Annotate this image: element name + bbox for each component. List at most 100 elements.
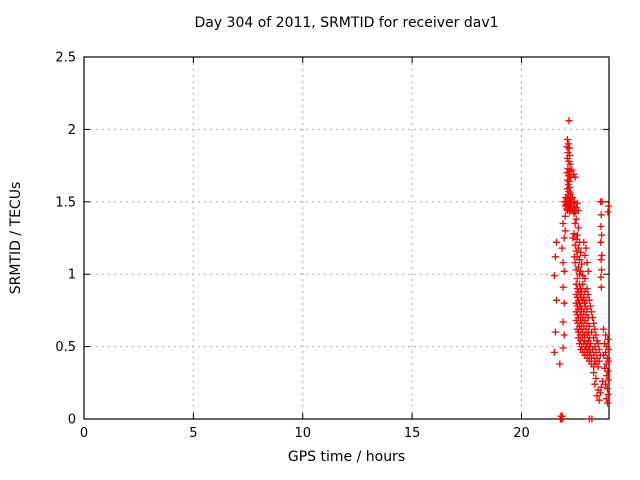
data-point-marker (602, 331, 610, 339)
data-point-marker (560, 331, 568, 339)
data-point-marker (604, 399, 611, 407)
data-point-marker (598, 251, 606, 259)
data-point-marker (566, 196, 574, 204)
data-point-marker (562, 201, 570, 209)
plot-border (83, 56, 610, 420)
chart-title: Day 304 of 2011, SRMTID for receiver dav… (194, 15, 498, 31)
data-point-marker (597, 256, 605, 264)
data-point-marker (570, 209, 578, 217)
data-point-marker (604, 390, 612, 398)
data-point-marker (570, 230, 578, 238)
data-point-marker (559, 344, 567, 352)
data-point-marker (551, 328, 559, 336)
data-point-marker (563, 136, 571, 143)
data-point-marker (590, 369, 598, 377)
x-tick-label: 10 (294, 426, 311, 441)
data-point-marker (571, 220, 579, 227)
data-point-marker (600, 325, 607, 333)
data-point-marker (572, 215, 580, 223)
data-point-marker (559, 259, 567, 267)
data-point-marker (571, 173, 579, 181)
data-points (550, 117, 613, 423)
data-point-marker (553, 238, 560, 246)
data-point-marker (588, 415, 596, 423)
data-point-marker (597, 273, 605, 281)
data-point-marker (604, 367, 612, 375)
data-point-marker (597, 222, 605, 230)
data-point-marker (581, 275, 589, 282)
data-point-marker (569, 234, 577, 242)
data-point-marker (558, 244, 566, 252)
x-axis-label: GPS time / hours (288, 449, 405, 465)
data-point-marker (556, 360, 564, 368)
data-point-marker (588, 308, 595, 316)
data-point-marker (584, 291, 592, 298)
data-point-marker (590, 319, 598, 327)
y-axis-label: SRMTID / TECUs (8, 182, 24, 295)
y-tick-label: 0 (68, 413, 76, 428)
tick-labels: 0 5 10 15 20 0 0.5 1 1.5 2 2.5 (55, 51, 529, 442)
data-point-marker (584, 267, 592, 275)
data-point-marker (598, 231, 606, 239)
data-point-marker (571, 208, 579, 216)
data-point-marker (566, 160, 574, 168)
x-tick-label: 20 (513, 426, 530, 441)
data-point-marker (576, 270, 583, 278)
data-point-marker (565, 144, 573, 152)
data-point-marker (598, 198, 606, 206)
data-point-marker (571, 259, 579, 267)
data-point-marker (560, 234, 568, 242)
data-point-marker (558, 412, 566, 420)
data-point-marker (572, 266, 580, 274)
data-point-marker (568, 166, 576, 174)
data-point-marker (595, 396, 603, 404)
data-point-marker (581, 251, 589, 259)
data-point-marker (603, 385, 611, 393)
data-point-marker (559, 318, 567, 326)
data-point-marker (598, 377, 606, 385)
data-point-marker (577, 249, 585, 256)
data-point-marker (604, 376, 612, 384)
data-point-marker (600, 351, 607, 359)
data-point-marker (588, 328, 595, 336)
data-point-marker (553, 296, 560, 304)
data-point-marker (576, 256, 583, 264)
data-point-marker (560, 299, 568, 307)
data-point-marker (603, 372, 611, 380)
x-tick-label: 15 (404, 426, 421, 441)
data-point-marker (602, 360, 610, 368)
data-point-marker (561, 227, 569, 235)
data-point-marker (551, 253, 559, 261)
data-point-marker (561, 212, 569, 220)
y-tick-label: 0.5 (55, 340, 76, 355)
data-point-marker (573, 231, 581, 239)
data-point-marker (572, 247, 580, 255)
y-tick-label: 1.5 (55, 195, 76, 210)
data-point-marker (597, 283, 605, 291)
data-point-marker (597, 211, 605, 219)
data-point-marker (574, 207, 582, 214)
data-point-marker (594, 363, 602, 371)
data-point-marker (560, 267, 568, 275)
y-tick-label: 1 (68, 268, 76, 283)
data-point-marker (582, 244, 590, 252)
y-tick-label: 2 (68, 123, 76, 138)
data-point-marker (604, 335, 612, 343)
data-point-marker (565, 117, 573, 125)
data-point-marker (585, 296, 593, 304)
data-point-marker (574, 224, 582, 232)
data-point-marker (579, 280, 587, 288)
data-point-marker (605, 202, 613, 210)
y-tick-label: 2.5 (55, 51, 76, 66)
data-point-marker (573, 199, 581, 207)
x-tick-label: 5 (189, 426, 197, 441)
data-point-marker (550, 348, 558, 356)
data-point-marker (589, 314, 597, 322)
data-point-marker (597, 238, 605, 246)
data-point-marker (592, 375, 600, 382)
data-point-marker (583, 259, 591, 267)
data-point-marker (550, 272, 558, 280)
